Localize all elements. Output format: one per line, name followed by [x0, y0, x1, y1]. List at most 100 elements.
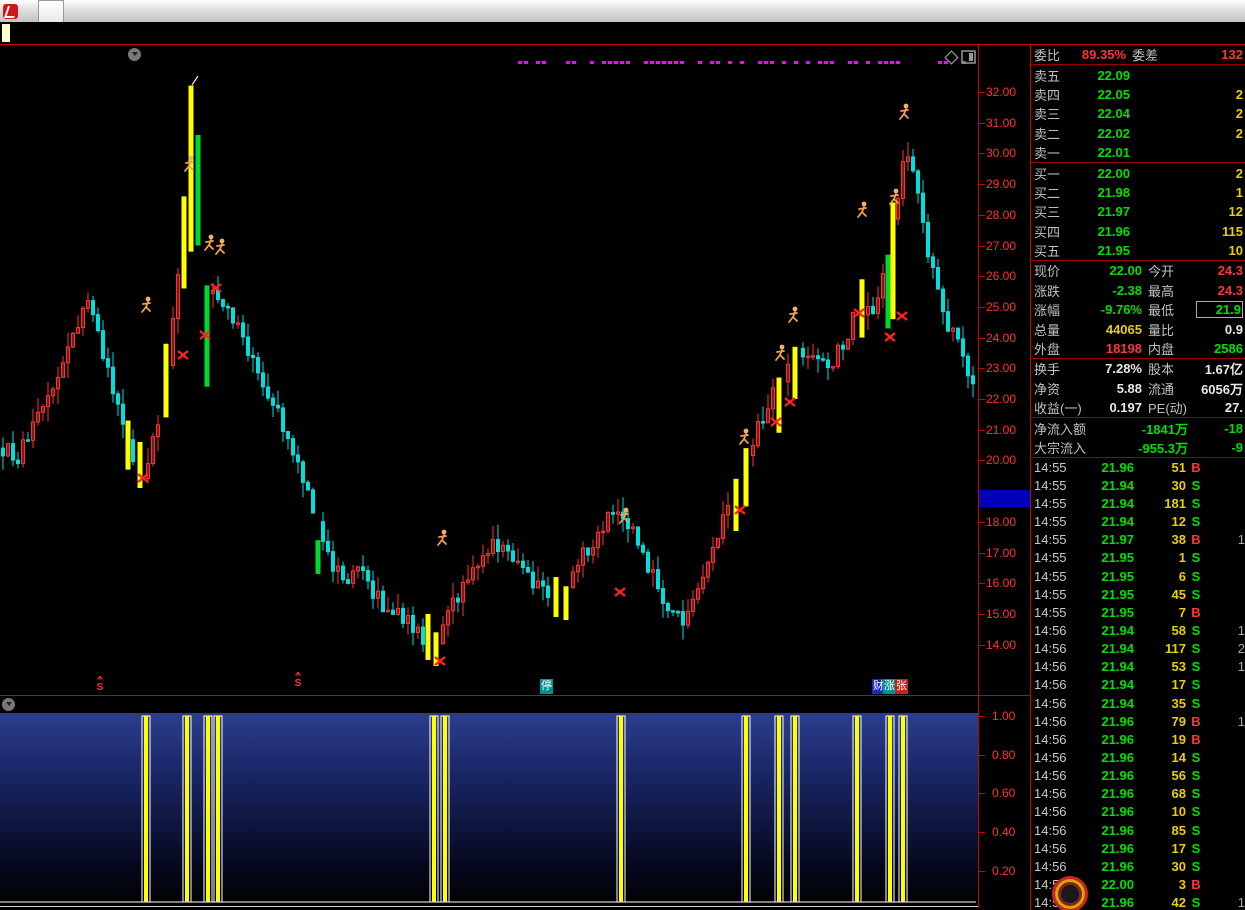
- trade-row: 14:56 21.94 17 S: [1034, 677, 1201, 693]
- indicator-panel[interactable]: [0, 713, 978, 906]
- menu-item-market[interactable]: [38, 0, 64, 22]
- buy-level-row[interactable]: 买一 22.00 2: [1034, 165, 1243, 182]
- signal-tag: 张: [895, 679, 908, 694]
- signal-bar: [619, 716, 623, 902]
- signal-candles-group: [125, 85, 896, 667]
- stat-row: 总量 44065 量比 0.9: [1034, 321, 1243, 338]
- signal-bar: [777, 716, 781, 902]
- runner-icons: [141, 103, 909, 546]
- signal-bar: [443, 716, 447, 902]
- trade-row: 14:56 21.96 85 S: [1034, 822, 1201, 838]
- trade-row: 14:56 21.96 17 S: [1034, 840, 1201, 856]
- trade-row: 14:55 21.94 30 S: [1034, 477, 1201, 493]
- candles-group: [1, 142, 975, 653]
- trade-row: 14:55 21.95 6 S: [1034, 568, 1201, 584]
- trade-row: 14:55 21.97 38 B 1: [1034, 532, 1245, 548]
- x-mark: [784, 397, 796, 407]
- sell-level-row[interactable]: 卖五 22.09: [1034, 67, 1130, 84]
- quote-panel-border: [1030, 45, 1031, 910]
- stat-row: 收益(一) 0.197 PE(动) 27.: [1034, 400, 1243, 417]
- signal-tag: 停: [540, 679, 553, 694]
- sell-level-row[interactable]: 卖二 22.02 2: [1034, 125, 1243, 142]
- trade-row: 14:55 21.94 12 S: [1034, 514, 1201, 530]
- x-mark: [434, 656, 446, 666]
- buy-level-row[interactable]: 买二 21.98 1: [1034, 184, 1243, 201]
- x-mark: [770, 417, 782, 427]
- signal-bar: [432, 716, 436, 902]
- trade-row: 14:55 21.95 45 S: [1034, 586, 1201, 602]
- stat-row: 涨幅 -9.76% 最低 21.9: [1034, 301, 1243, 319]
- indicator-axis-label: 1.00: [992, 709, 1016, 723]
- trade-row: 14:56 21.94 117 S 2: [1034, 641, 1245, 657]
- app-logo-icon: [3, 3, 18, 19]
- trade-row: 14:56 21.96 30 S: [1034, 858, 1201, 874]
- flow-row: 净流入额 -1841万 -18: [1034, 420, 1243, 437]
- x-mark: [177, 350, 189, 360]
- bottom-border: [0, 906, 978, 907]
- price-axis-label: 17.00: [986, 545, 1017, 560]
- price-axis-label: 20.00: [986, 453, 1017, 468]
- sell-level-row[interactable]: 卖四 22.05 2: [1034, 86, 1243, 103]
- indicator-axis-label: 0.20: [992, 863, 1016, 878]
- price-axis-label: 21.00: [986, 422, 1017, 437]
- panel-separator: [0, 695, 1031, 696]
- runner-icon: [788, 306, 798, 323]
- indicator-collapse-icon[interactable]: [2, 697, 15, 711]
- price-axis-label: 14.00: [986, 637, 1017, 652]
- x-mark: [853, 308, 865, 318]
- trade-row: 14:56 21.96 14 S: [1034, 750, 1201, 766]
- top-signal-dashes: [518, 61, 966, 64]
- price-axis-label: 32.00: [986, 85, 1017, 99]
- runner-icon: [899, 103, 909, 120]
- menu-bar: [0, 0, 1245, 23]
- buy-level-row[interactable]: 买三 21.97 12: [1034, 204, 1243, 221]
- signal-bar: [855, 716, 859, 902]
- weibi-row: 委比 89.35% 委差 132: [1034, 47, 1243, 64]
- x-mark: [614, 587, 626, 597]
- runner-icon: [215, 238, 225, 255]
- stat-row: 净资 5.88 流通 6056万: [1034, 380, 1243, 397]
- buy-level-row[interactable]: 买五 21.95 10: [1034, 243, 1243, 260]
- x-mark: [896, 311, 908, 321]
- runner-icon: [889, 188, 899, 205]
- price-axis-label: 24.00: [986, 330, 1017, 345]
- sell-level-row[interactable]: 卖一 22.01: [1034, 145, 1130, 162]
- runner-icon: [141, 296, 151, 313]
- indicator-axis-label: 0.60: [992, 786, 1016, 801]
- signal-bar: [888, 716, 892, 902]
- stat-row: 外盘 18198 内盘 2586: [1034, 341, 1243, 358]
- window-layout-icon: [961, 50, 976, 64]
- signal-bar: [206, 716, 210, 902]
- x-mark: [734, 505, 746, 515]
- price-axis-label: 16.00: [986, 576, 1017, 591]
- indicator-signals-chart: [0, 715, 976, 903]
- stat-row: 涨跌 -2.38 最高 24.3: [1034, 282, 1243, 299]
- price-axis-label: 26.00: [986, 269, 1017, 284]
- trade-row: 14:56 21.96 56 S: [1034, 768, 1201, 784]
- signal-bar: [901, 716, 905, 902]
- trade-row: 14:56 21.96 10 S: [1034, 804, 1201, 820]
- stat-row: 现价 22.00 今开 24.3: [1034, 263, 1243, 280]
- signal-bar: [793, 716, 797, 902]
- trade-row: 14:56 21.94 58 S 1: [1034, 623, 1245, 639]
- period-toolbar: [0, 22, 1245, 45]
- indicator-dropdown-icon[interactable]: [128, 48, 141, 61]
- indicator-axis-label: 0.40: [992, 825, 1016, 840]
- trade-row: 14:56 21.96 79 B 1: [1034, 713, 1245, 729]
- trade-row: 14:56 21.94 35 S: [1034, 695, 1201, 711]
- runner-icon: [204, 234, 214, 251]
- buy-level-row[interactable]: 买四 21.96 115: [1034, 223, 1243, 240]
- runner-icon: [437, 529, 447, 546]
- price-axis-label: 27.00: [986, 238, 1017, 253]
- trade-row: 14:55 21.95 1 S: [1034, 550, 1201, 566]
- price-axis-label: 25.00: [986, 299, 1017, 314]
- price-axis-label: 18.00: [986, 514, 1017, 529]
- sell-level-row[interactable]: 卖三 22.04 2: [1034, 106, 1243, 123]
- x-mark: [884, 332, 896, 342]
- trade-row: 14:56 21.96 19 B: [1034, 731, 1201, 747]
- trade-row: 14:56 21.94 53 S 1: [1034, 659, 1245, 675]
- price-axis-label: 29.00: [986, 177, 1017, 192]
